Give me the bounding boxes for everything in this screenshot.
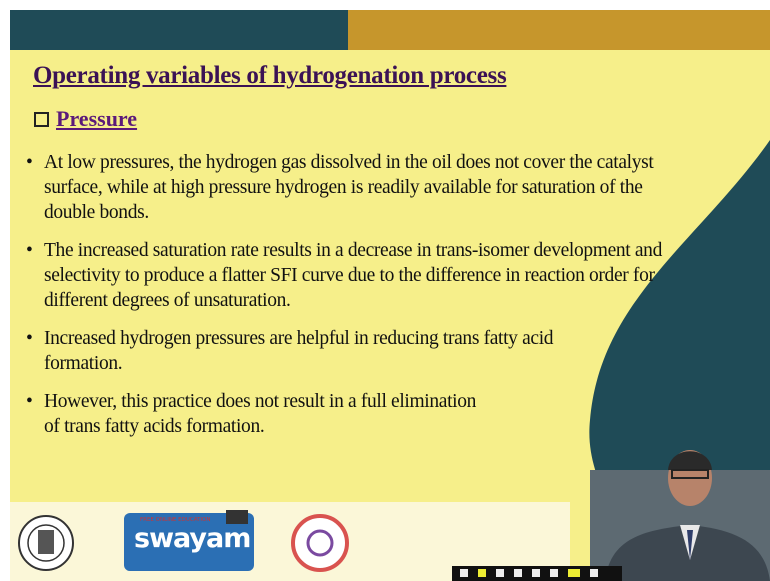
bullet-line: Increased hydrogen pressures are helpful…	[44, 328, 554, 349]
bullet: However, this practice does not result i…	[26, 389, 726, 439]
bullet-line: double bonds.	[44, 202, 149, 223]
institute-logo	[18, 515, 74, 571]
logo-name: swayam	[134, 523, 251, 554]
bullet-line: of trans fatty acids formation.	[44, 416, 265, 437]
top-bar-dark	[10, 10, 348, 50]
cap-icon	[226, 510, 248, 524]
checkbox-bullet	[34, 112, 49, 127]
program-logo	[291, 514, 349, 572]
bullet-line: different degrees of unsaturation.	[44, 290, 291, 311]
bullet: At low pressures, the hydrogen gas disso…	[26, 150, 726, 225]
bullet: The increased saturation rate results in…	[26, 238, 726, 313]
bullet-line: selectivity to produce a flatter SFI cur…	[44, 265, 655, 286]
top-bar-gold	[348, 10, 770, 50]
swayam-logo	[124, 513, 254, 571]
bullet-line: The increased saturation rate results in…	[44, 240, 662, 261]
bullet-list: At low pressures, the hydrogen gas disso…	[26, 150, 726, 452]
logo-tagline: FREE ONLINE EDUCATION	[140, 517, 211, 523]
bullet-line: formation.	[44, 353, 123, 374]
slide-title: Operating variables of hydrogenation pro…	[33, 62, 507, 89]
bullet-line: At low pressures, the hydrogen gas disso…	[44, 152, 654, 173]
player-controls	[452, 566, 622, 581]
presenter-video	[590, 450, 770, 581]
bullet-line: However, this practice does not result i…	[44, 391, 477, 412]
subheading: Pressure	[56, 106, 138, 131]
bullet: Increased hydrogen pressures are helpful…	[26, 326, 726, 376]
bullet-line: surface, while at high pressure hydrogen…	[44, 177, 643, 198]
